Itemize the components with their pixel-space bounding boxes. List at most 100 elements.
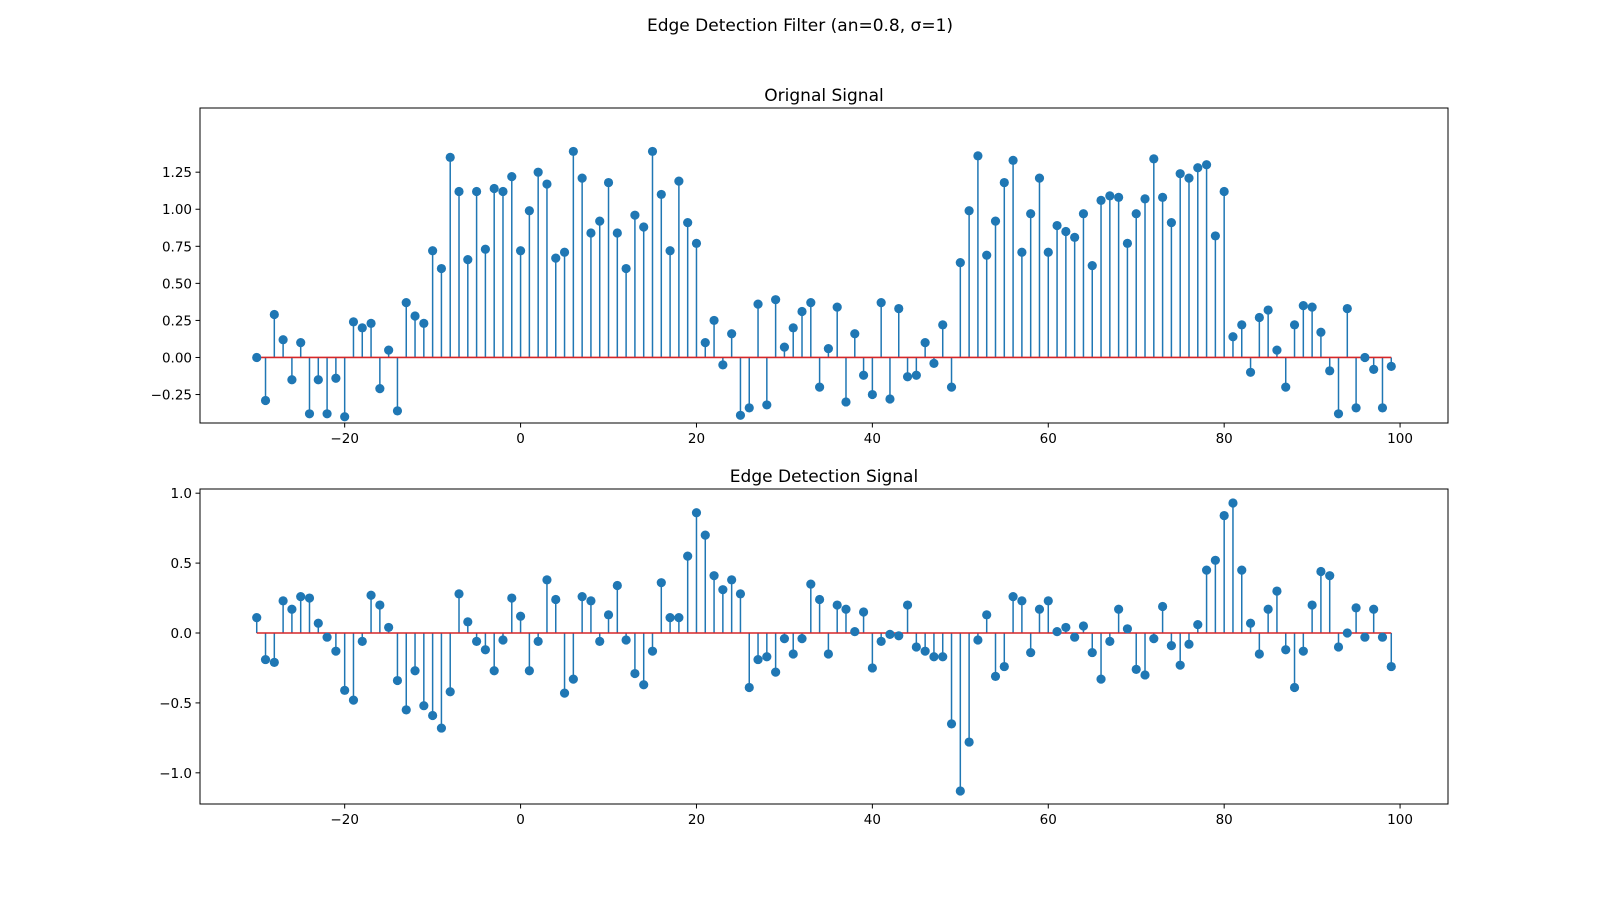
stem-marker xyxy=(1272,586,1282,596)
stem-marker xyxy=(990,216,1001,226)
stem-marker xyxy=(480,244,490,254)
stem-marker xyxy=(850,627,860,637)
stem-marker xyxy=(296,592,306,602)
stem-marker xyxy=(287,604,297,614)
stem-marker xyxy=(955,258,965,268)
stem-marker xyxy=(595,636,605,646)
stem-marker xyxy=(515,246,526,256)
stem-marker xyxy=(744,403,754,413)
stem-marker xyxy=(533,167,543,177)
stem-marker xyxy=(577,173,587,183)
stem-marker xyxy=(419,701,429,711)
stem-marker xyxy=(1237,320,1247,330)
stem-marker xyxy=(727,329,737,339)
stem-marker xyxy=(331,373,341,383)
stem-marker xyxy=(1289,682,1300,693)
stem-marker xyxy=(498,186,508,197)
stem-marker xyxy=(832,302,842,312)
stem-marker xyxy=(454,186,464,197)
stem-marker xyxy=(665,246,675,256)
stem-marker xyxy=(1017,596,1027,606)
stem-marker xyxy=(1184,173,1194,183)
stem-marker xyxy=(586,228,596,238)
stem-marker xyxy=(674,176,684,186)
y-tick-label: −1.0 xyxy=(159,766,192,782)
stem-marker xyxy=(357,636,367,646)
stem-marker xyxy=(1105,191,1115,201)
stem-marker xyxy=(656,189,666,200)
stem-marker xyxy=(1175,169,1185,179)
stem-marker xyxy=(964,737,974,747)
stem-marker xyxy=(498,635,508,645)
stem-marker xyxy=(955,786,965,796)
stem-marker xyxy=(841,397,851,407)
stem-marker xyxy=(876,636,886,646)
stem-marker xyxy=(296,338,306,348)
stem-marker xyxy=(753,654,763,665)
x-tick-label: 0 xyxy=(516,812,525,828)
stem-marker xyxy=(480,645,490,655)
stem-marker xyxy=(278,596,288,606)
stem-marker xyxy=(533,636,543,646)
stem-marker xyxy=(1272,345,1282,355)
stem-marker xyxy=(1210,555,1220,565)
stem-marker xyxy=(700,338,710,348)
stem-marker xyxy=(357,323,367,333)
stem-marker xyxy=(252,352,262,363)
stem-marker xyxy=(1131,664,1141,674)
stem-marker xyxy=(1184,639,1194,649)
chart-title: Edge Detection Signal xyxy=(730,467,918,487)
stem-marker xyxy=(375,600,385,610)
stem-marker xyxy=(1333,409,1344,419)
stem-marker xyxy=(990,671,1001,681)
stem-marker xyxy=(806,298,816,308)
stem-marker xyxy=(850,329,860,339)
stem-marker xyxy=(674,613,684,623)
stem-marker xyxy=(1307,302,1317,312)
stem-marker xyxy=(815,382,825,392)
stem-marker xyxy=(709,571,719,581)
stem-marker xyxy=(269,309,279,320)
stem-marker xyxy=(867,389,877,400)
stem-marker xyxy=(639,222,649,232)
stem-marker xyxy=(858,607,869,617)
stem-marker xyxy=(568,674,578,684)
stem-marker xyxy=(1149,154,1159,164)
stem-marker xyxy=(419,318,429,328)
stem-marker xyxy=(577,592,587,602)
stem-marker xyxy=(454,589,464,599)
stem-marker xyxy=(779,634,790,644)
stem-marker xyxy=(929,358,939,369)
stem-marker xyxy=(1043,596,1053,606)
stem-marker xyxy=(1281,645,1291,655)
y-tick-label: 0.25 xyxy=(162,313,192,329)
stem-marker xyxy=(348,695,359,705)
stem-marker xyxy=(1175,660,1185,670)
stem-marker xyxy=(410,311,420,321)
stem-marker xyxy=(559,247,570,257)
stem-marker xyxy=(700,530,710,540)
axes-frame xyxy=(199,107,1449,424)
stem-marker xyxy=(1096,195,1106,205)
stem-marker xyxy=(436,263,447,274)
stem-marker xyxy=(894,631,904,641)
stem-marker xyxy=(1369,604,1379,614)
stem-marker xyxy=(691,508,702,518)
stem-marker xyxy=(542,179,552,189)
stem-marker xyxy=(392,675,403,686)
stem-marker xyxy=(999,661,1009,672)
stem-marker xyxy=(1087,647,1097,658)
stem-marker xyxy=(322,632,332,642)
stem-marker xyxy=(1325,366,1335,376)
stem-marker xyxy=(753,299,763,309)
stem-marker xyxy=(1237,565,1247,575)
stem-marker xyxy=(656,578,666,588)
axes-frame xyxy=(199,488,1449,805)
stem-marker xyxy=(709,315,719,326)
y-tick-label: 0.50 xyxy=(162,276,192,292)
stem-marker xyxy=(313,618,323,628)
stem-marker xyxy=(524,666,534,676)
stem-marker xyxy=(1307,600,1317,610)
stem-marker xyxy=(260,395,271,406)
x-tick-label: 40 xyxy=(864,812,881,828)
